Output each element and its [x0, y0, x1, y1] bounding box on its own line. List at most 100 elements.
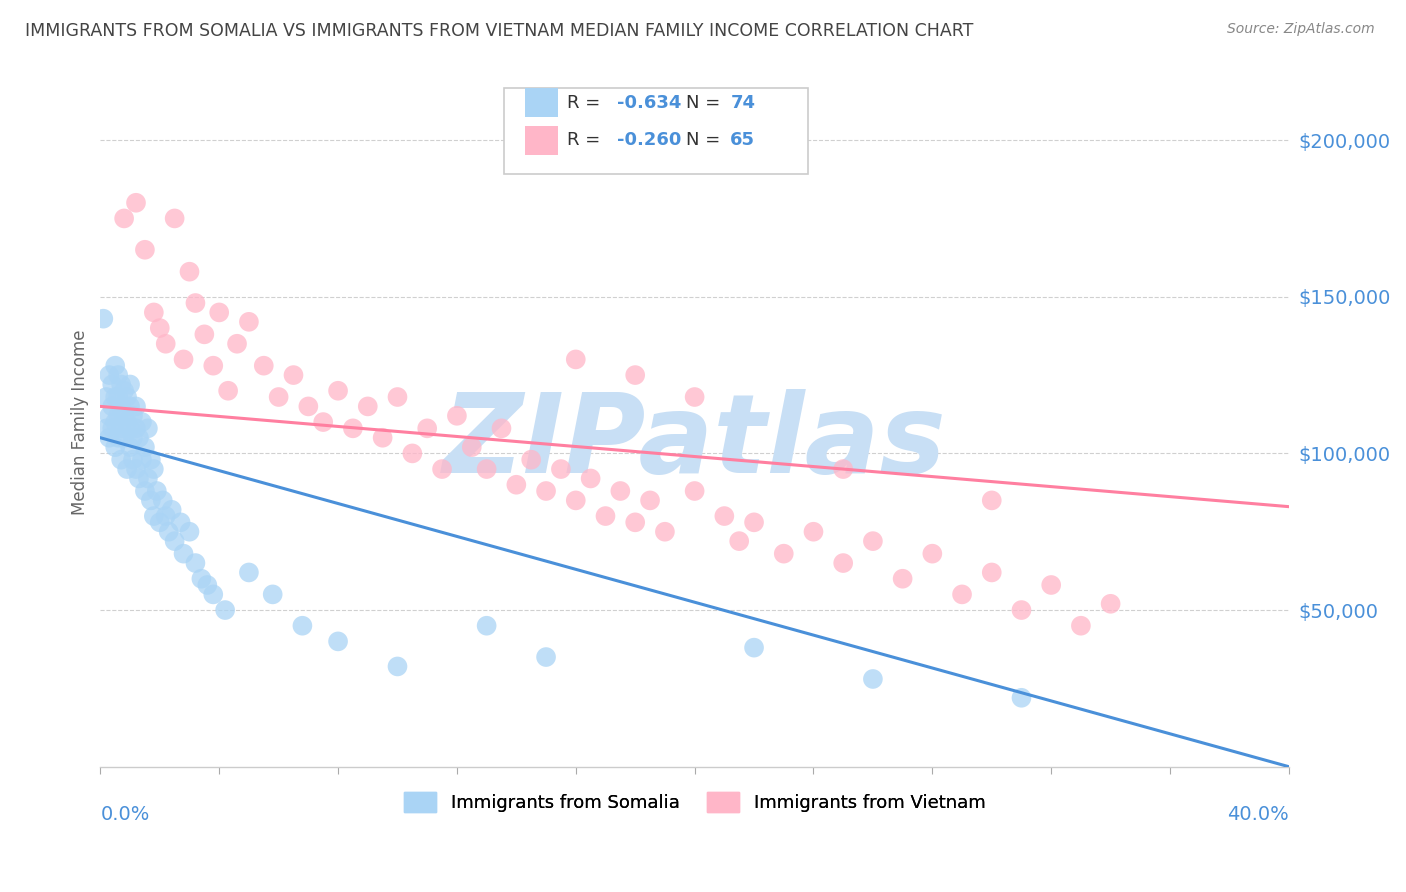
Point [96, 421, 118, 435]
Text: 0.0%: 0.0% [100, 805, 149, 823]
Point [120, 421, 142, 435]
Point [98, 368, 121, 382]
Point [217, 384, 239, 398]
Point [112, 211, 135, 226]
Point [139, 493, 162, 508]
Point [142, 305, 165, 319]
Point [110, 452, 132, 467]
Point [226, 336, 249, 351]
Point [112, 384, 135, 398]
Point [291, 618, 314, 632]
Point [713, 509, 735, 524]
Point [534, 650, 557, 665]
Point [149, 516, 172, 530]
Point [595, 509, 617, 524]
Text: -0.634: -0.634 [617, 94, 682, 112]
Point [980, 493, 1002, 508]
Point [160, 503, 183, 517]
Point [122, 452, 145, 467]
Point [742, 516, 765, 530]
Point [131, 452, 153, 467]
Point [179, 524, 201, 539]
Point [157, 524, 180, 539]
Point [115, 462, 138, 476]
Point [110, 377, 132, 392]
Point [326, 384, 349, 398]
Point [326, 634, 349, 648]
Point [312, 415, 335, 429]
Legend: Immigrants from Somalia, Immigrants from Vietnam: Immigrants from Somalia, Immigrants from… [396, 784, 993, 820]
Point [142, 509, 165, 524]
Text: ZIPatlas: ZIPatlas [443, 389, 946, 496]
Point [122, 431, 145, 445]
Point [163, 211, 186, 226]
Point [297, 400, 319, 414]
Point [142, 462, 165, 476]
Point [371, 431, 394, 445]
Point [475, 618, 498, 632]
Text: 65: 65 [730, 131, 755, 149]
Point [728, 534, 751, 549]
Point [152, 493, 174, 508]
Point [96, 390, 118, 404]
Point [803, 524, 825, 539]
Point [208, 305, 231, 319]
Point [624, 516, 647, 530]
Point [184, 296, 207, 310]
Point [136, 421, 159, 435]
Point [832, 556, 855, 570]
Point [579, 471, 602, 485]
Point [491, 421, 513, 435]
Point [387, 659, 409, 673]
Point [107, 368, 129, 382]
Point [104, 359, 127, 373]
Point [120, 400, 142, 414]
Point [1070, 618, 1092, 632]
Point [122, 409, 145, 423]
Point [891, 572, 914, 586]
Point [101, 377, 124, 392]
Point [155, 336, 177, 351]
Text: Source: ZipAtlas.com: Source: ZipAtlas.com [1227, 22, 1375, 37]
Point [149, 321, 172, 335]
Point [430, 462, 453, 476]
Point [238, 315, 260, 329]
Point [179, 265, 201, 279]
Point [416, 421, 439, 435]
Point [128, 471, 150, 485]
Point [146, 483, 169, 498]
Point [134, 483, 156, 498]
Point [683, 390, 706, 404]
Point [110, 421, 132, 435]
Point [654, 524, 676, 539]
Point [163, 534, 186, 549]
Point [134, 243, 156, 257]
Point [342, 421, 364, 435]
Point [104, 440, 127, 454]
Point [283, 368, 305, 382]
Point [357, 400, 380, 414]
FancyBboxPatch shape [505, 87, 807, 174]
Point [950, 587, 973, 601]
Point [193, 327, 215, 342]
Point [112, 431, 135, 445]
Point [1011, 603, 1033, 617]
Point [214, 603, 236, 617]
Point [832, 462, 855, 476]
Point [742, 640, 765, 655]
Text: 74: 74 [730, 94, 755, 112]
Point [683, 483, 706, 498]
Point [921, 547, 943, 561]
Point [120, 440, 142, 454]
Point [238, 566, 260, 580]
Point [387, 390, 409, 404]
Point [136, 471, 159, 485]
Point [173, 352, 195, 367]
Text: -0.260: -0.260 [617, 131, 682, 149]
Point [125, 421, 148, 435]
Point [550, 462, 572, 476]
Point [155, 509, 177, 524]
FancyBboxPatch shape [524, 126, 558, 154]
Point [101, 400, 124, 414]
Point [112, 409, 135, 423]
